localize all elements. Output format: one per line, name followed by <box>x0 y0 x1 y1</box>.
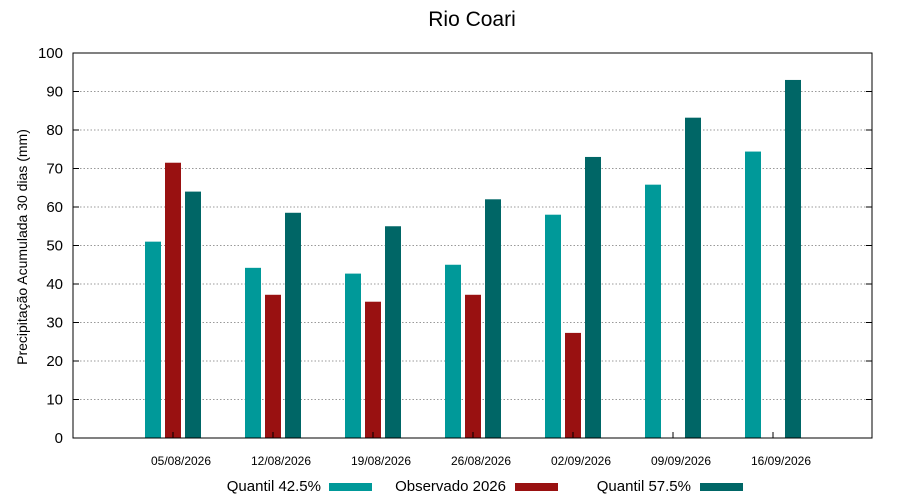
x-tick-label: 12/08/2026 <box>251 454 311 468</box>
x-tick-label: 05/08/2026 <box>151 454 211 468</box>
bar-quantil-57-5--4 <box>585 156 601 438</box>
legend-swatch <box>329 483 372 491</box>
x-tick-label: 02/09/2026 <box>551 454 611 468</box>
bar-observado-2026-4 <box>565 332 581 438</box>
bar-quantil-57-5--0 <box>185 191 201 438</box>
y-tick-label: 70 <box>46 161 63 178</box>
y-tick-label: 30 <box>46 315 63 332</box>
bar-observado-2026-1 <box>265 294 281 438</box>
bar-observado-2026-3 <box>465 294 481 438</box>
bar-quantil-57-5--2 <box>385 226 401 438</box>
y-tick-label: 60 <box>46 199 63 216</box>
y-tick-label: 90 <box>46 84 63 101</box>
bar-quantil-57-5--5 <box>685 117 701 439</box>
y-tick-label: 100 <box>38 45 63 62</box>
y-tick-label: 0 <box>55 430 63 447</box>
legend-label: Quantil 42.5% <box>227 478 321 495</box>
legend[interactable]: Quantil 42.5% Observado 2026 Quantil 57.5% <box>227 478 743 495</box>
bar-quantil-57-5--6 <box>785 79 801 438</box>
legend-label: Observado 2026 <box>395 478 506 495</box>
y-tick-label: 20 <box>46 353 63 370</box>
bars <box>145 79 801 439</box>
y-axis-label: Precipitação Acumulada 30 dias (mm) <box>14 129 30 365</box>
y-axis-ticks: 0 10 20 30 40 50 60 70 80 90 100 <box>38 45 872 447</box>
bar-quantil-42-5--2 <box>345 273 361 438</box>
chart-title: Rio Coari <box>428 8 516 31</box>
y-tick-label: 80 <box>46 122 63 139</box>
x-tick-label: 19/08/2026 <box>351 454 411 468</box>
bar-quantil-57-5--3 <box>485 199 501 438</box>
x-tick-label: 09/09/2026 <box>651 454 711 468</box>
grid-lines <box>73 91 872 400</box>
y-tick-label: 50 <box>46 238 63 255</box>
bar-quantil-57-5--1 <box>285 212 301 438</box>
bar-observado-2026-2 <box>365 301 381 438</box>
bar-quantil-42-5--4 <box>545 214 561 438</box>
x-axis-ticks: 05/08/2026 12/08/2026 19/08/2026 26/08/2026… <box>151 432 811 468</box>
y-tick-label: 40 <box>46 276 63 293</box>
bar-quantil-42-5--1 <box>245 267 261 438</box>
x-tick-label: 26/08/2026 <box>451 454 511 468</box>
bar-observado-2026-0 <box>165 162 181 438</box>
y-tick-label: 10 <box>46 392 63 409</box>
bar-quantil-42-5--5 <box>645 184 661 438</box>
bar-quantil-42-5--6 <box>745 151 761 438</box>
bar-quantil-42-5--0 <box>145 241 161 438</box>
x-tick-label: 16/09/2026 <box>751 454 811 468</box>
legend-swatch <box>515 483 558 491</box>
legend-label: Quantil 57.5% <box>597 478 691 495</box>
legend-swatch <box>700 483 743 491</box>
bar-quantil-42-5--3 <box>445 264 461 438</box>
